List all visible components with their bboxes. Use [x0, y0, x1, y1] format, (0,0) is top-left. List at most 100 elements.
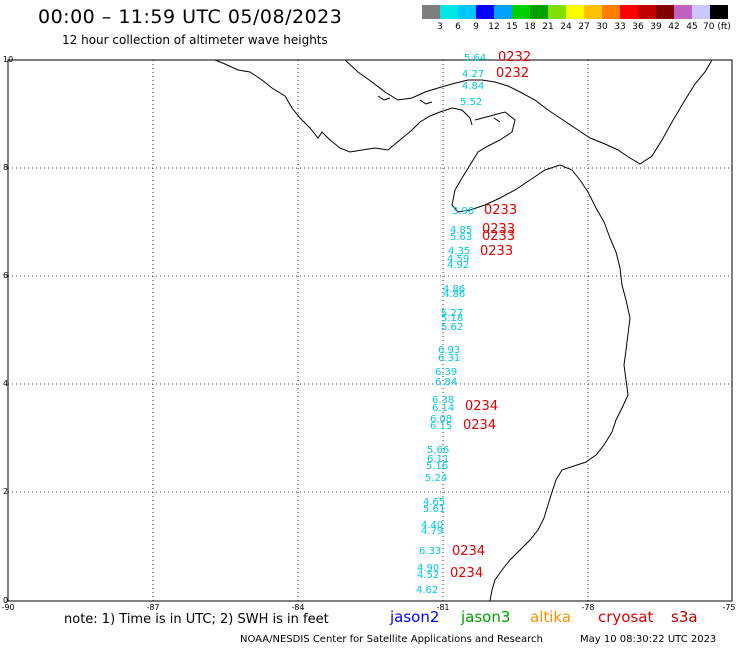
pass-time-label: 0234: [452, 544, 486, 559]
pass-time-label: 0233: [480, 244, 514, 259]
legend-label: 24: [560, 22, 572, 32]
x-tick: -84: [291, 603, 305, 612]
legend-s3a: s3a: [671, 608, 698, 626]
pass-time-label: 0233: [482, 222, 516, 237]
legend-swatch: [494, 5, 512, 19]
coastline: [214, 59, 713, 602]
legend-swatch: [656, 5, 674, 19]
legend-label: 45: [686, 22, 698, 32]
wave-height-label: 4.27: [462, 69, 485, 80]
legend-swatch: [710, 5, 728, 19]
legend-label: 30: [596, 22, 608, 32]
y-tick: 2: [3, 487, 9, 496]
legend-label: 42: [668, 22, 680, 32]
legend-jason2: jason2: [390, 608, 440, 626]
wave-height-label: 6.84: [435, 377, 458, 388]
legend-label: 12: [488, 22, 500, 32]
wave-height-label: 4.92: [447, 260, 470, 271]
legend-label: 21: [542, 22, 554, 32]
pass-time-label: 0232: [496, 66, 530, 81]
legend-swatch: [692, 5, 710, 19]
pass-time-label: 0234: [463, 418, 497, 433]
wave-height-label: 5.61: [423, 504, 446, 515]
legend-swatch: [638, 5, 656, 19]
legend-swatch: [530, 5, 548, 19]
wave-height-label: 4.79: [421, 526, 444, 537]
wave-height-label: 4.59: [447, 254, 470, 265]
y-tick: 0: [3, 596, 9, 605]
wave-height-label: 3.98: [452, 206, 475, 217]
legend-swatch: [584, 5, 602, 19]
legend-swatch: [620, 5, 638, 19]
y-tick: 4: [3, 379, 9, 388]
legend-altika: altika: [530, 608, 572, 626]
pass-time-label: 0234: [450, 566, 484, 581]
wave-height-label: 4.90: [417, 563, 440, 574]
y-tick: 8: [3, 163, 9, 172]
legend-swatch: [566, 5, 584, 19]
wave-height-label: 6.08: [430, 414, 453, 425]
x-tick: -75: [722, 603, 736, 612]
legend-jason3: jason3: [461, 608, 511, 626]
legend-swatch: [476, 5, 494, 19]
wave-height-label: 5.63: [450, 232, 473, 243]
wave-height-label: 4.62: [416, 585, 439, 596]
wave-height-label: 5.18: [441, 313, 464, 324]
wave-height-label: 4.86: [443, 284, 466, 295]
legend-label: 6: [455, 22, 461, 32]
wave-height-label: 6.33: [419, 546, 442, 557]
wave-height-label: 6.15: [430, 421, 453, 432]
wave-height-label: 5.62: [441, 322, 464, 333]
wave-height-label: 5.66: [427, 445, 450, 456]
wave-height-label: 4.85: [450, 225, 473, 236]
y-tick: 6: [3, 271, 9, 280]
pass-time-label: 0234: [465, 399, 499, 414]
legend-label: 15: [506, 22, 518, 32]
wave-height-label: 4.52: [417, 570, 440, 581]
page-title: 00:00 – 11:59 UTC 05/08/2023: [38, 6, 343, 28]
legend-swatch: [602, 5, 620, 19]
legend-cryosat: cryosat: [598, 608, 654, 626]
legend-label: 36: [632, 22, 644, 32]
legend-label: 39: [650, 22, 662, 32]
legend-label: 9: [473, 22, 479, 32]
x-tick: -81: [436, 603, 450, 612]
wave-height-label: 6.31: [438, 353, 461, 364]
legend-swatch: [512, 5, 530, 19]
wave-height-label: 4.86: [443, 289, 466, 300]
legend-label: 18: [524, 22, 536, 32]
wave-height-label: 6.38: [432, 395, 455, 406]
wave-height-label: 6.93: [438, 345, 461, 356]
grid: [8, 60, 732, 601]
pass-time-label: 0233: [482, 229, 516, 244]
wave-height-label: 5.52: [460, 97, 483, 108]
x-tick: -78: [581, 603, 595, 612]
x-tick: -87: [146, 603, 160, 612]
wave-height-label: 5.24: [425, 473, 448, 484]
wave-height-label: 4.84: [462, 81, 485, 92]
pass-time-label: 0232: [498, 50, 532, 65]
legend-swatch: [440, 5, 458, 19]
footer-credit: NOAA/NESDIS Center for Satellite Applica…: [240, 634, 543, 645]
wave-height-label: 5.16: [426, 461, 449, 472]
footer-timestamp: May 10 08:30:22 UTC 2023: [580, 634, 717, 645]
legend-label: 3: [437, 22, 443, 32]
legend-label: 33: [614, 22, 626, 32]
note-text: note: 1) Time is in UTC; 2) SWH is in fe…: [64, 612, 329, 627]
wave-height-label: 6.14: [432, 403, 455, 414]
legend-swatch: [674, 5, 692, 19]
legend-swatch: [548, 5, 566, 19]
wave-height-label: 6.11: [427, 454, 450, 465]
wave-height-label: 4.35: [448, 246, 471, 257]
legend-swatch: [422, 5, 440, 19]
wave-height-label: 4.40: [421, 520, 444, 531]
y-tick: 10: [3, 55, 14, 64]
legend-label: 70 (ft): [703, 22, 731, 32]
x-tick: -90: [1, 603, 15, 612]
legend-label: 27: [578, 22, 590, 32]
pass-time-label: 0233: [484, 203, 518, 218]
wave-height-label: 5.27: [441, 308, 464, 319]
wave-height-label: 5.64: [464, 53, 487, 64]
legend-swatch: [458, 5, 476, 19]
